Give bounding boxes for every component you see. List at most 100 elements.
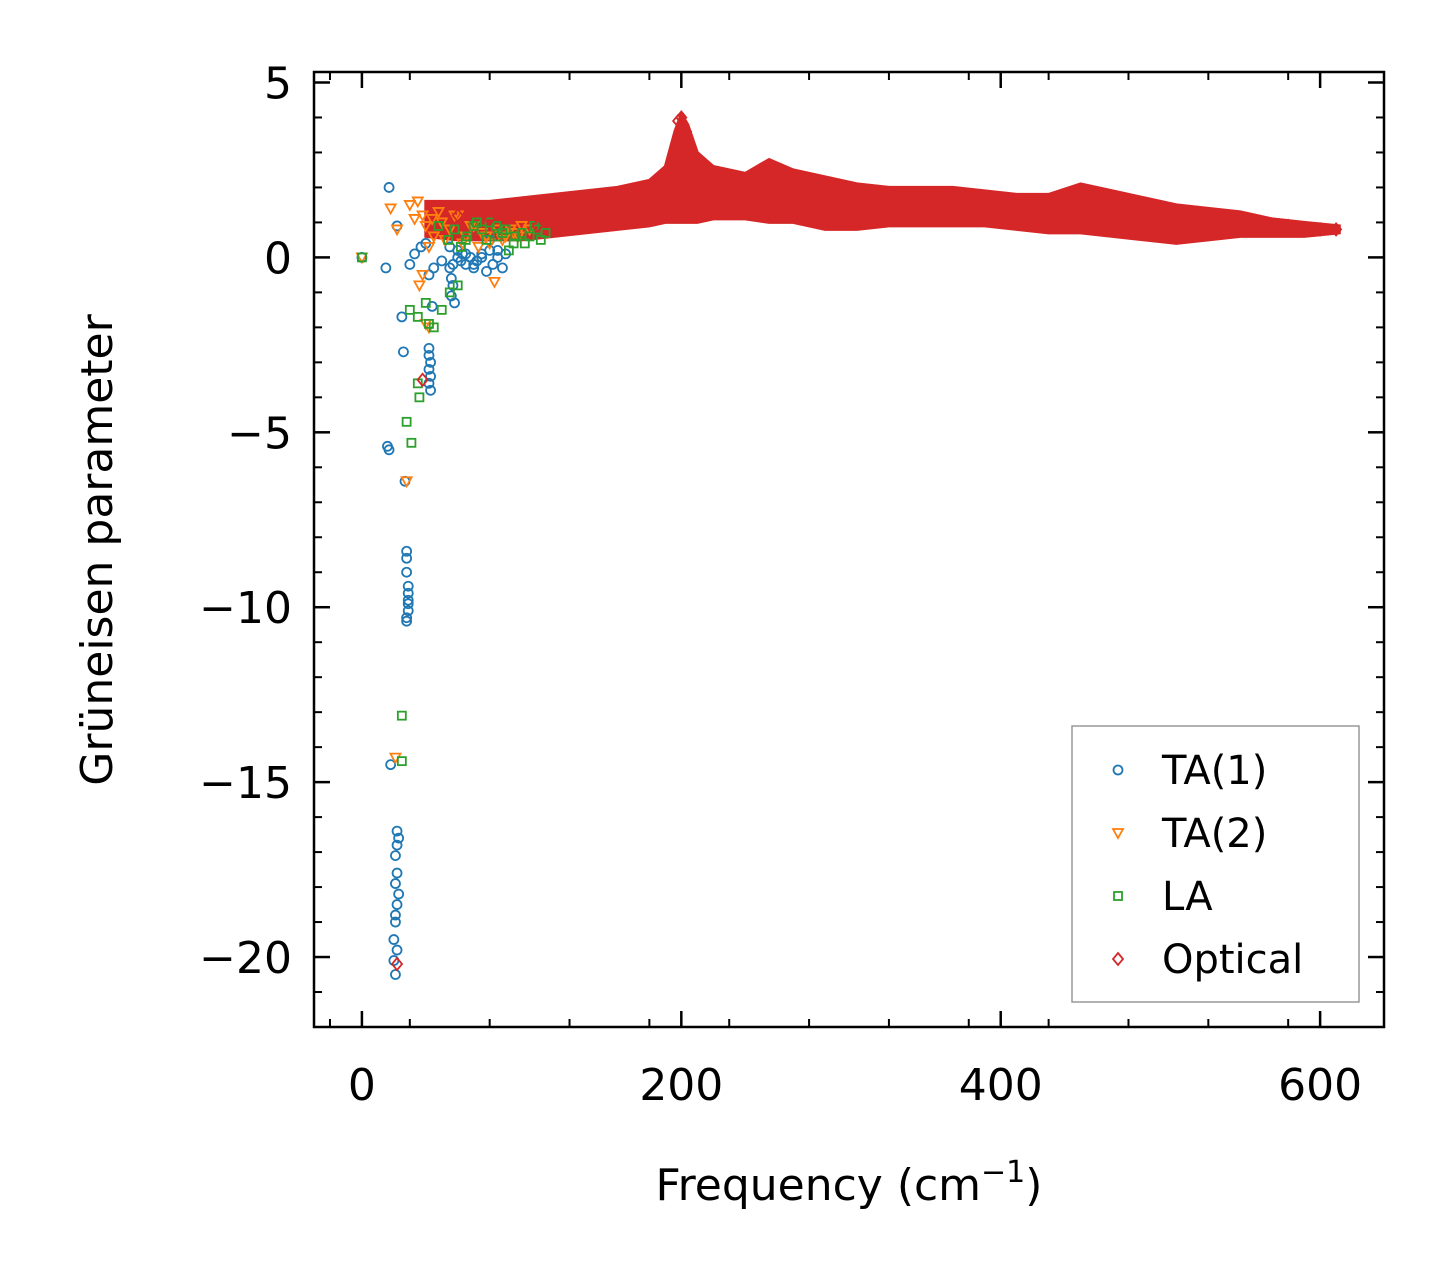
data-point: [930, 201, 944, 216]
data-point: [402, 587, 414, 599]
data-point: [406, 437, 417, 448]
data-point: [1058, 208, 1071, 223]
data-point: [462, 231, 473, 242]
data-point: [425, 370, 436, 382]
data-point: [882, 201, 896, 216]
y-tick-label: −5: [227, 408, 292, 459]
data-point: [555, 208, 568, 223]
data-point: [515, 221, 529, 233]
y-tick-label: −20: [199, 933, 292, 984]
legend-marker: [1113, 891, 1123, 901]
data-point: [481, 235, 492, 245]
data-point: [1154, 211, 1167, 227]
data-point: [390, 956, 404, 972]
legend: TA(1) TA(2) LA Optical: [1071, 725, 1360, 1003]
data-point: [416, 372, 429, 388]
data-point: [754, 190, 768, 206]
data-point: [691, 173, 704, 188]
data-point: [535, 235, 546, 245]
data-point: [401, 545, 413, 557]
data-point: [531, 218, 544, 234]
data-point: [393, 832, 405, 844]
data-point: [391, 825, 403, 837]
legend-marker: [1112, 764, 1124, 776]
y-axis-label: Grüneisen parameter: [72, 313, 123, 785]
data-point: [425, 214, 439, 226]
points-layer: [355, 110, 1343, 980]
y-tick-label: 0: [264, 233, 292, 284]
legend-label: TA(1): [1161, 748, 1267, 794]
legend-marker: [1111, 951, 1125, 967]
data-point: [497, 228, 508, 238]
data-point: [503, 245, 514, 256]
data-point: [390, 916, 401, 928]
data-point: [579, 201, 592, 216]
ticks-layer: 0 200 400 600 5 0 −5 −10 −15 −20: [199, 58, 1384, 1111]
data-point: [519, 238, 530, 249]
data-point: [443, 235, 454, 245]
data-point: [380, 262, 392, 274]
data-point: [390, 969, 401, 980]
data-point: [491, 221, 501, 231]
data-point: [416, 210, 430, 223]
legend-label: Optical: [1162, 937, 1303, 983]
data-point: [1082, 197, 1095, 213]
data-point: [1282, 218, 1295, 234]
data-point: [679, 124, 693, 139]
data-point: [471, 242, 486, 254]
y-tick-label: −10: [199, 583, 292, 634]
data-point: [449, 224, 460, 235]
data-point: [401, 552, 413, 564]
data-point: [409, 248, 421, 260]
data-point: [452, 280, 463, 291]
data-point: [390, 850, 401, 861]
data-point: [402, 598, 414, 610]
data-point: [414, 392, 425, 403]
data-point: [510, 231, 521, 242]
data-point: [449, 297, 460, 309]
data-point: [762, 159, 776, 174]
data-point: [433, 221, 444, 231]
data-point: [393, 888, 405, 900]
data-point: [1002, 204, 1015, 220]
data-point: [391, 944, 403, 956]
data-point: [802, 183, 816, 199]
data-point: [411, 196, 425, 209]
data-point: [778, 173, 792, 188]
data-point: [423, 363, 435, 375]
data-point: [435, 217, 449, 230]
y-tick-label: 5: [264, 58, 292, 109]
legend-label: LA: [1162, 874, 1213, 920]
data-point: [507, 204, 520, 220]
data-point: [1329, 222, 1343, 237]
x-tick-label: 600: [1278, 1060, 1362, 1111]
data-point: [529, 221, 540, 231]
data-point: [487, 276, 501, 289]
data-point: [401, 612, 413, 624]
x-tick-label: 0: [348, 1060, 376, 1111]
data-point: [651, 190, 664, 206]
data-point: [428, 322, 439, 333]
data-point: [444, 287, 455, 298]
legend-marker: [1111, 828, 1125, 840]
data-point: [390, 224, 404, 237]
data-point: [1186, 215, 1199, 230]
legend-label: TA(2): [1161, 811, 1267, 857]
data-point: [707, 183, 720, 199]
x-tick-label: 200: [639, 1060, 723, 1111]
data-point: [1250, 215, 1263, 230]
data-point: [402, 594, 414, 606]
data-point: [487, 258, 499, 270]
data-point: [383, 444, 395, 456]
data-point: [667, 173, 680, 188]
data-point: [404, 304, 415, 315]
data-point: [385, 759, 397, 771]
data-point: [471, 255, 483, 267]
data-point: [471, 217, 482, 228]
data-point: [428, 262, 440, 274]
data-point: [398, 346, 409, 358]
data-point: [422, 242, 436, 254]
data-point: [425, 384, 436, 396]
data-point: [432, 207, 446, 219]
data-point: [627, 201, 640, 216]
